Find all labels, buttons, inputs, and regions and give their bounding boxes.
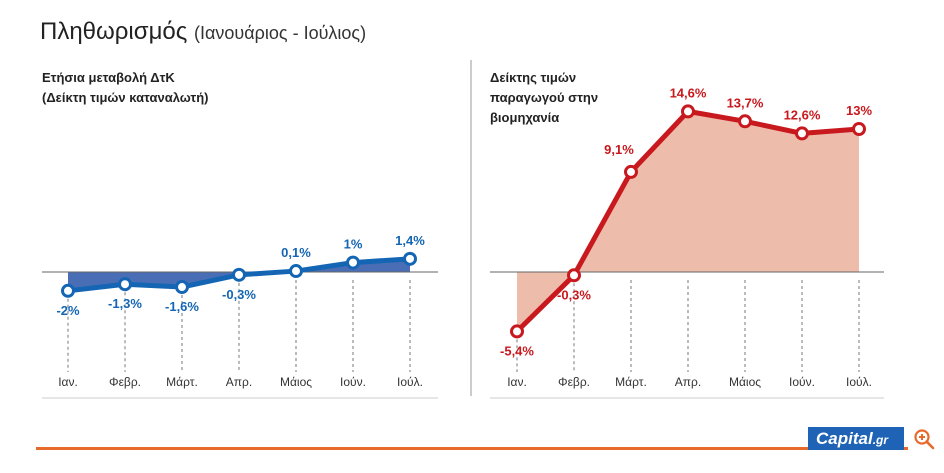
ppi-category-label: Μάιος: [729, 375, 761, 389]
cpi-data-point: [61, 283, 75, 298]
cpi-data-point: [232, 267, 246, 282]
cpi-chart-title: Ετήσια μεταβολή ΔτΚ (Δείκτη τιμών κατανα…: [42, 68, 208, 108]
ppi-data-point: [624, 164, 638, 179]
ppi-data-point: [567, 268, 581, 283]
zoom-icon[interactable]: [913, 428, 935, 450]
ppi-chart-title: Δείκτης τιμών παραγωγού στην βιομηχανία: [490, 68, 598, 128]
ppi-category-label: Ιούν.: [789, 375, 815, 389]
logo-text: Capital: [816, 429, 873, 448]
ppi-data-label: 13%: [846, 103, 872, 118]
logo-suffix: .gr: [872, 433, 889, 447]
cpi-data-label: -1,6%: [165, 299, 199, 314]
ppi-data-label: -0,3%: [557, 287, 591, 302]
ppi-data-label: 12,6%: [784, 107, 821, 122]
ppi-data-label: 9,1%: [604, 142, 634, 157]
title-subtitle: (Ιανουάριος - Ιούλιος): [193, 23, 367, 43]
cpi-category-label: Ιούλ.: [397, 375, 423, 389]
cpi-category-label: Μάιος: [280, 375, 312, 389]
cpi-data-point: [346, 255, 360, 270]
ppi-area: [517, 111, 859, 332]
cpi-data-label: -2%: [56, 303, 80, 318]
ppi-category-label: Φεβρ.: [558, 375, 590, 389]
cpi-category-label: Φεβρ.: [109, 375, 141, 389]
cpi-category-label: Ιούν.: [340, 375, 366, 389]
cpi-title-line1: Ετήσια μεταβολή ΔτΚ: [42, 70, 175, 85]
cpi-category-label: Ιαν.: [58, 375, 78, 389]
ppi-data-label: -5,4%: [500, 343, 534, 358]
title-text: Πληθωρισμός: [40, 18, 188, 45]
capital-logo: Capital.gr: [808, 427, 904, 450]
cpi-data-label: 1%: [344, 237, 363, 252]
ppi-data-label: 13,7%: [727, 95, 764, 110]
ppi-data-label: 14,6%: [670, 85, 707, 100]
cpi-data-label: -0,3%: [222, 287, 256, 302]
cpi-data-label: -1,3%: [108, 296, 142, 311]
ppi-data-point: [852, 122, 866, 136]
cpi-data-point: [289, 264, 303, 279]
ppi-data-point: [510, 324, 524, 339]
ppi-data-point: [738, 114, 752, 129]
ppi-data-point: [681, 104, 695, 119]
bottom-accent-rule: [36, 447, 908, 450]
cpi-data-point: [403, 251, 417, 266]
ppi-title-line3: βιομηχανία: [490, 110, 560, 125]
cpi-category-label: Απρ.: [226, 375, 252, 389]
ppi-category-label: Ιούλ.: [846, 375, 872, 389]
cpi-category-label: Μάρτ.: [166, 375, 198, 389]
cpi-data-point: [175, 280, 189, 295]
page-title: Πληθωρισμός (Ιανουάριος - Ιούλιος): [40, 18, 366, 46]
ppi-title-line2: παραγωγού στην: [490, 90, 599, 105]
ppi-title-line1: Δείκτης τιμών: [490, 70, 577, 85]
cpi-data-point: [118, 277, 132, 292]
ppi-category-label: Απρ.: [675, 375, 701, 389]
ppi-category-label: Μάρτ.: [615, 375, 647, 389]
ppi-category-label: Ιαν.: [507, 375, 527, 389]
cpi-data-label: 0,1%: [281, 245, 311, 260]
cpi-title-line2: (Δείκτη τιμών καταναλωτή): [42, 90, 209, 105]
cpi-data-label: 1,4%: [395, 233, 425, 248]
ppi-data-point: [795, 126, 809, 141]
